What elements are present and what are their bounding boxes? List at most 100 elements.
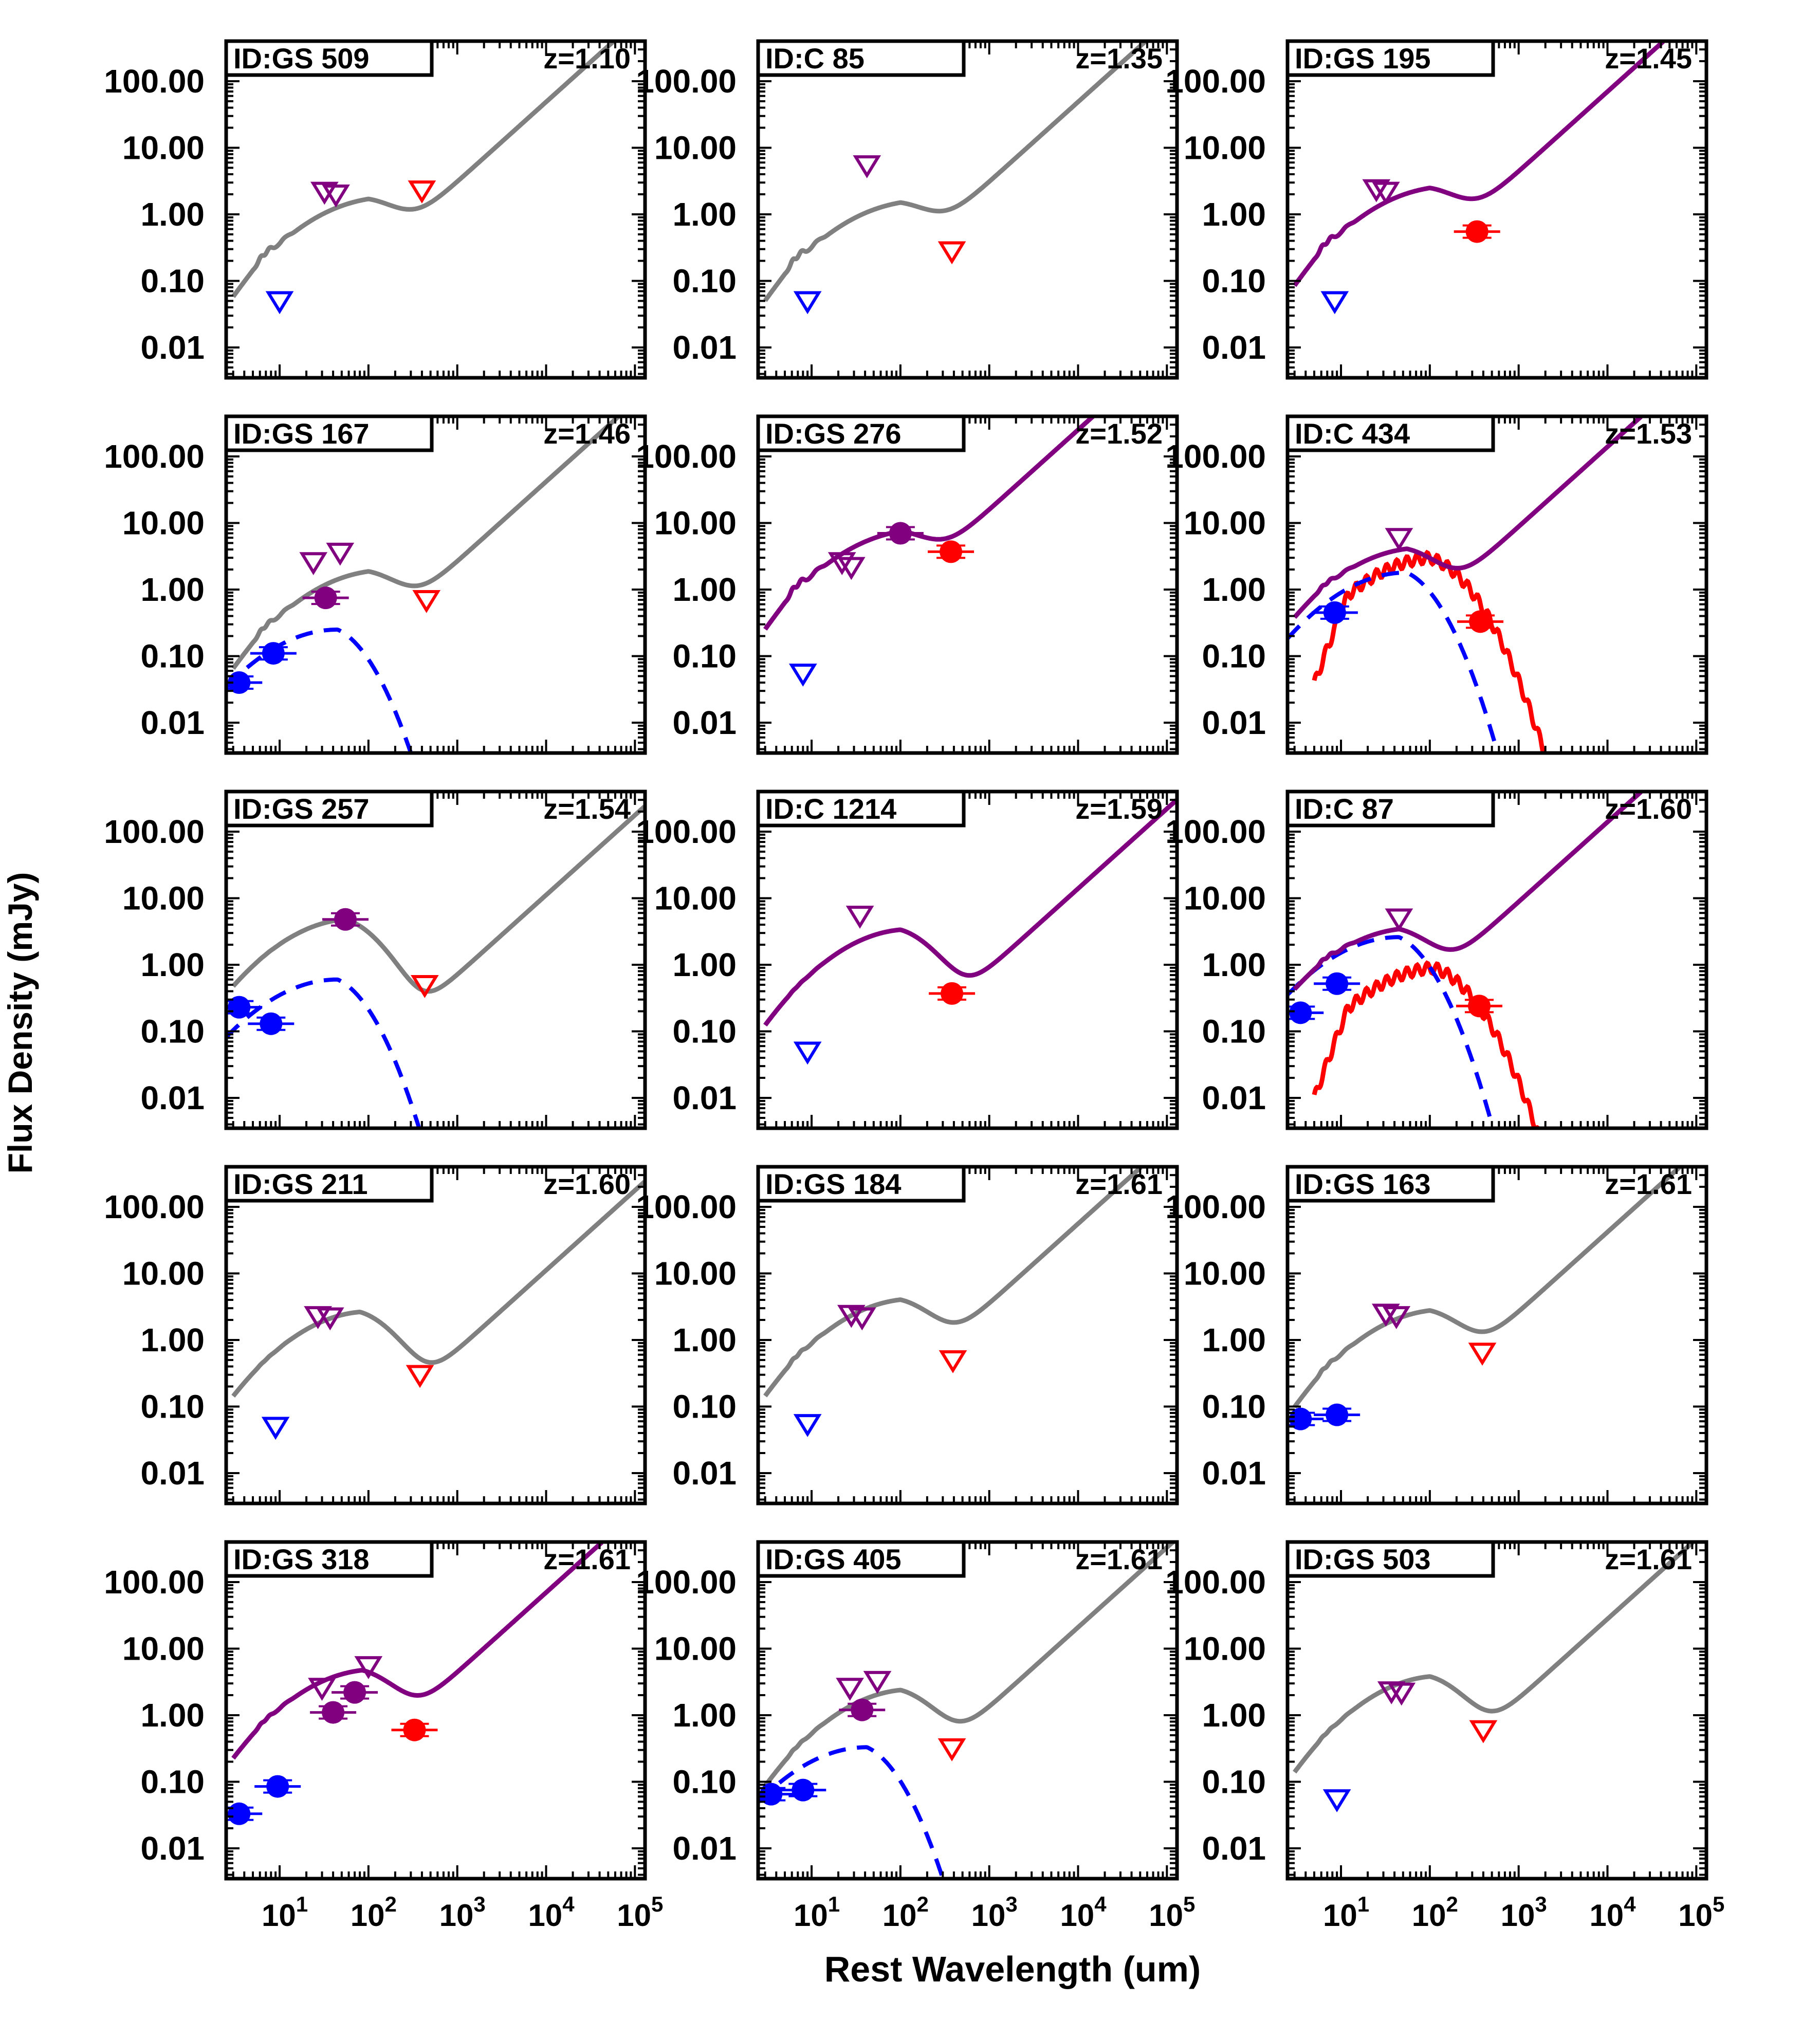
sed-model-line xyxy=(231,41,615,298)
detection-marker xyxy=(940,540,963,563)
source-id-label: ID:C 1214 xyxy=(765,793,896,825)
upper-limit-marker xyxy=(837,1305,866,1328)
y-tick-label: 0.10 xyxy=(672,262,737,299)
y-tick-label: 0.01 xyxy=(140,1830,205,1867)
x-tick-label: 103 xyxy=(971,1892,1018,1933)
panel-frame xyxy=(224,414,647,755)
plot-area xyxy=(226,1542,603,1825)
y-tick-label: 0.10 xyxy=(140,1763,205,1800)
sed-model-line xyxy=(1293,1542,1694,1774)
id-label-box xyxy=(1285,1165,1495,1203)
sed-panel-12: ID:GS 163 z=1.61 100.00 10.00 1.00 0.10 0.01 xyxy=(1165,1165,1708,1505)
upper-limit-marker xyxy=(828,552,856,575)
panel-frame xyxy=(756,1540,1179,1881)
y-tick-label: 0.01 xyxy=(1202,1830,1266,1867)
sed-model-line xyxy=(231,805,645,994)
y-tick-label: 0.01 xyxy=(140,1455,205,1492)
x-axis-label: Rest Wavelength (um) xyxy=(824,1949,1201,1989)
redshift-label: z=1.52 xyxy=(1075,417,1163,450)
y-tick-label: 1.00 xyxy=(140,1697,205,1734)
detection-marker xyxy=(1469,610,1492,633)
redshift-label: z=1.10 xyxy=(543,42,631,75)
panel-frame xyxy=(224,1165,647,1505)
y-tick-label: 0.10 xyxy=(1202,262,1266,299)
upper-limit-marker xyxy=(853,155,881,178)
plot-area xyxy=(1288,416,1643,753)
y-tick-label: 100.00 xyxy=(636,813,737,850)
id-label-box xyxy=(224,39,434,77)
y-tick-label: 1.00 xyxy=(1202,196,1266,233)
panel-frame xyxy=(1285,1165,1708,1505)
sed-model-line xyxy=(763,1167,1143,1398)
y-axis-label: Flux Density (mJy) xyxy=(1,872,39,1174)
agn-dashed-line xyxy=(758,1745,945,1879)
y-tick-label: 10.00 xyxy=(122,1630,205,1667)
upper-limit-marker xyxy=(1322,1789,1351,1812)
upper-limit-marker xyxy=(1362,179,1391,203)
y-tick-label: 0.01 xyxy=(140,1079,205,1116)
x-tick-label: 103 xyxy=(1501,1892,1547,1933)
source-id-label: ID:GS 405 xyxy=(765,1543,902,1575)
upper-limit-marker xyxy=(793,291,822,315)
y-tick-label: 10.00 xyxy=(122,1255,205,1292)
detection-marker xyxy=(228,1802,251,1825)
y-tick-label: 1.00 xyxy=(1202,571,1266,608)
upper-limit-marker xyxy=(793,1414,822,1437)
redshift-label: z=1.54 xyxy=(543,793,631,825)
upper-limit-marker xyxy=(1371,1303,1400,1327)
y-tick-label: 100.00 xyxy=(636,63,737,100)
y-tick-label: 100.00 xyxy=(1165,813,1266,850)
plot-area xyxy=(763,416,1095,687)
x-tick-label: 104 xyxy=(1060,1892,1107,1933)
y-tick-label: 100.00 xyxy=(104,1564,205,1601)
y-tick-label: 0.01 xyxy=(672,329,737,366)
y-tick-label: 1.00 xyxy=(672,571,737,608)
panel-frame xyxy=(756,789,1179,1130)
plot-area xyxy=(226,805,645,1128)
y-tick-label: 10.00 xyxy=(1184,879,1266,916)
id-label-box xyxy=(1285,39,1495,77)
sed-model-line xyxy=(763,416,1095,631)
x-tick-label: 104 xyxy=(1589,1892,1636,1933)
source-id-label: ID:GS 211 xyxy=(233,1168,367,1200)
y-tick-label: 1.00 xyxy=(1202,1697,1266,1734)
y-tick-label: 100.00 xyxy=(636,438,737,475)
detection-marker xyxy=(343,1681,366,1704)
upper-limit-marker xyxy=(788,664,817,687)
sed-panel-10: ID:GS 211 z=1.60 100.00 10.00 1.00 0.10 0.01 xyxy=(104,1165,647,1505)
sed-panel-14: ID:GS 405 z=1.61 100.00 10.00 1.00 0.10 0.01 10… xyxy=(636,1540,1195,1933)
y-tick-label: 1.00 xyxy=(672,946,737,983)
x-tick-label: 105 xyxy=(1678,1892,1724,1933)
plot-area xyxy=(231,41,615,315)
y-tick-label: 0.10 xyxy=(1202,1013,1266,1050)
upper-limit-marker xyxy=(308,1678,336,1701)
detection-marker xyxy=(1467,995,1491,1018)
upper-limit-marker xyxy=(836,1678,864,1701)
panel-frame xyxy=(1285,1540,1708,1881)
agn-dashed-line xyxy=(1288,935,1495,1128)
y-tick-label: 0.01 xyxy=(672,704,737,741)
sed-model-line xyxy=(1293,41,1665,287)
y-tick-label: 100.00 xyxy=(636,1188,737,1225)
source-id-label: ID:GS 276 xyxy=(765,417,902,450)
upper-limit-marker xyxy=(937,1738,966,1761)
detection-marker xyxy=(260,1012,283,1035)
detection-marker xyxy=(322,1701,345,1724)
source-id-label: ID:C 434 xyxy=(1295,417,1410,450)
plot-area xyxy=(231,1180,645,1440)
sed-model-line xyxy=(1293,1167,1682,1408)
plot-area xyxy=(1293,41,1665,315)
upper-limit-marker xyxy=(1385,908,1413,932)
y-tick-label: 100.00 xyxy=(636,1564,737,1601)
detection-marker xyxy=(851,1698,874,1721)
panel-frame xyxy=(1285,414,1708,755)
upper-limit-marker xyxy=(793,1041,822,1065)
sed-model-line xyxy=(231,1180,645,1398)
y-tick-label: 0.10 xyxy=(672,1388,737,1425)
plot-area xyxy=(763,1167,1143,1437)
detection-marker xyxy=(262,642,285,665)
redshift-label: z=1.61 xyxy=(543,1543,631,1575)
agn-dashed-line xyxy=(1288,570,1500,753)
y-tick-label: 0.01 xyxy=(1202,329,1266,366)
